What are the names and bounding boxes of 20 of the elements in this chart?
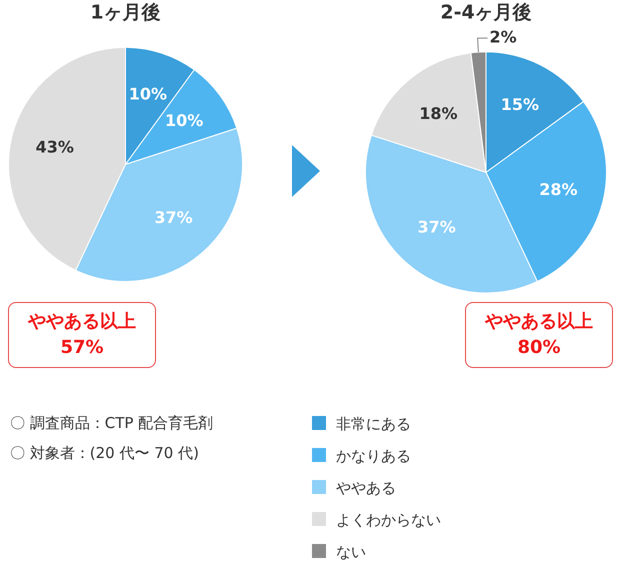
data-label: 37% [154, 208, 193, 227]
legend-label: かなりある [335, 446, 412, 467]
text: 〇 対象者：(20 代〜 70 代) [10, 443, 200, 464]
legend-label: ない [335, 542, 367, 562]
data-label: 15% [500, 94, 540, 114]
data-label: 43% [36, 138, 74, 157]
data-label: 37% [417, 218, 456, 237]
chart-title: 1ヶ月後 [90, 1, 161, 24]
data-label: 28% [539, 180, 578, 200]
text: ややある以上 80% [465, 302, 613, 368]
legend-label: よくわからない [335, 510, 441, 531]
text: ややある以上 57% [8, 302, 156, 368]
legend-label: 非常にある [335, 414, 412, 435]
chart-title: 2-4ヶ月後 [440, 1, 532, 24]
data-label: 2% [490, 27, 517, 46]
data-label: 18% [419, 104, 458, 123]
legend-label: ややある [335, 478, 397, 499]
text: 〇 調査商品：CTP 配合育毛剤 [10, 413, 214, 434]
data-label: 10% [165, 110, 204, 130]
data-label: 10% [128, 84, 168, 104]
